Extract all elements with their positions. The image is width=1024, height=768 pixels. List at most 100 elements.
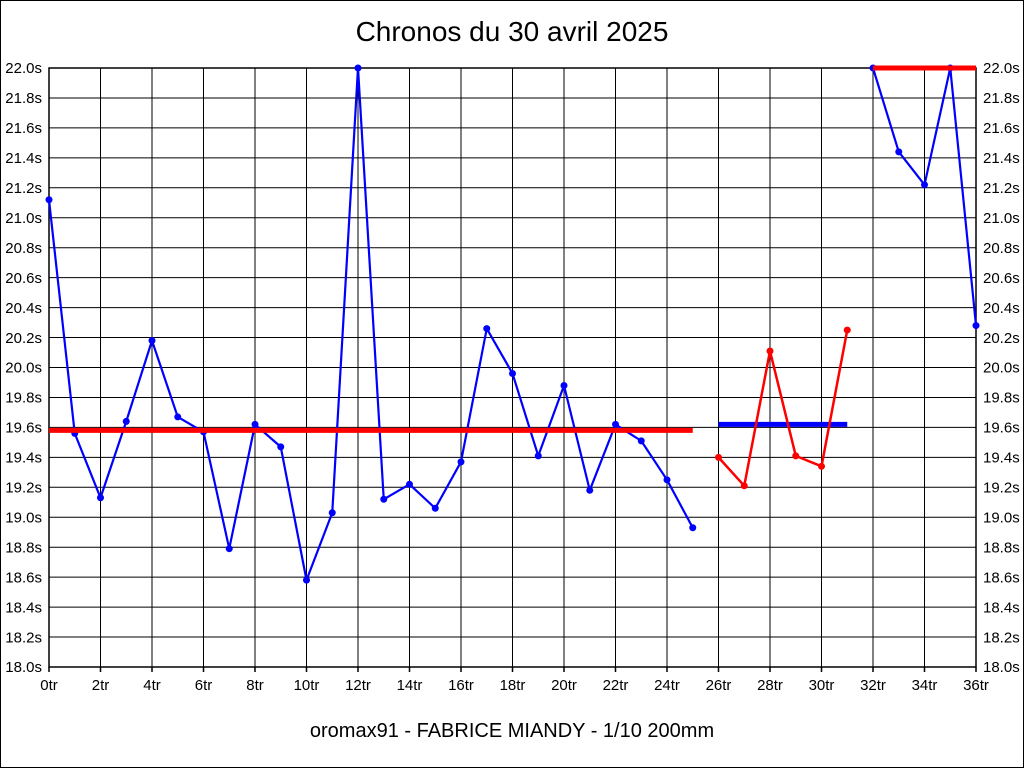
x-tick-label: 26tr	[706, 677, 732, 694]
chart-title: Chronos du 30 avril 2025	[355, 16, 669, 47]
chronos-blue-first-run-point	[225, 545, 233, 553]
chronos-blue-first-run-point	[689, 524, 697, 532]
y-tick-label-right: 19.4s	[983, 450, 1020, 467]
y-tick-label-right: 20.6s	[983, 270, 1020, 287]
chronos-blue-first-run-point	[534, 452, 542, 460]
chronos-red-run-point	[818, 462, 825, 470]
chronos-blue-first-run-point	[328, 509, 336, 517]
y-tick-label-left: 18.6s	[5, 569, 42, 586]
x-tick-label: 18tr	[500, 677, 526, 694]
y-tick-label-left: 19.4s	[5, 450, 42, 467]
x-tick-label: 32tr	[860, 677, 886, 694]
chronos-blue-first-run-point	[483, 325, 491, 333]
y-tick-label-left: 19.0s	[5, 509, 42, 526]
x-tick-label: 16tr	[448, 677, 474, 694]
y-tick-label-left: 18.2s	[5, 629, 42, 646]
y-tick-label-right: 20.8s	[983, 240, 1020, 257]
y-tick-label-right: 18.4s	[983, 599, 1020, 616]
chronos-blue-first-run-line	[47, 66, 694, 582]
chronos-blue-first-run-point	[509, 369, 516, 377]
chronos-blue-second-run-point	[895, 148, 903, 156]
x-tick-label: 20tr	[551, 677, 577, 694]
chart-footer: oromax91 - FABRICE MIANDY - 1/10 200mm	[309, 720, 715, 742]
chronos-blue-first-run-point	[174, 413, 182, 421]
y-tick-label-left: 18.0s	[5, 659, 42, 676]
chronos-blue-first-run-point	[97, 494, 104, 502]
x-tick-label: 36tr	[963, 677, 989, 694]
y-tick-label-right: 18.6s	[983, 569, 1020, 586]
x-tick-label: 24tr	[654, 677, 680, 694]
chronos-red-run-line	[717, 329, 849, 488]
x-tick-label: 10tr	[294, 677, 320, 694]
y-tick-label-right: 22.0s	[983, 60, 1020, 77]
y-tick-label-left: 20.6s	[5, 270, 42, 287]
y-tick-label-left: 20.2s	[5, 330, 42, 347]
chronos-blue-first-run-point	[457, 458, 465, 466]
y-tick-label-right: 18.0s	[983, 659, 1020, 676]
chronos-red-run-point	[766, 347, 774, 355]
y-tick-label-left: 20.0s	[5, 360, 42, 377]
y-tick-label-right: 18.8s	[983, 539, 1020, 556]
chronos-red-run-point	[740, 482, 748, 490]
y-tick-label-left: 19.2s	[5, 480, 42, 497]
y-tick-label-left: 18.8s	[5, 539, 42, 556]
chronos-blue-first-run-point	[637, 437, 645, 445]
y-tick-label-left: 21.0s	[5, 210, 42, 227]
chronos-blue-first-run-point	[431, 504, 439, 512]
y-tick-label-right: 20.2s	[983, 330, 1020, 347]
chronos-red-run-point	[715, 453, 722, 461]
chronos-blue-first-run-point	[303, 576, 310, 584]
chronos-blue-first-run-point	[122, 417, 130, 425]
chronos-blue-first-run-point	[354, 64, 362, 72]
y-tick-label-right: 19.0s	[983, 509, 1020, 526]
x-tick-label: 30tr	[809, 677, 835, 694]
y-tick-label-right: 19.2s	[983, 480, 1020, 497]
y-tick-label-left: 22.0s	[5, 60, 42, 77]
chronos-blue-first-run-point	[663, 476, 671, 484]
chronos-blue-first-run-point	[148, 337, 156, 345]
x-tick-label: 28tr	[757, 677, 783, 694]
x-tick-label: 34tr	[912, 677, 938, 694]
chronos-blue-first-run-point	[560, 381, 568, 389]
x-tick-label: 0tr	[40, 677, 58, 694]
y-tick-label-right: 20.4s	[983, 300, 1020, 317]
chronos-blue-first-run-point	[277, 443, 285, 451]
y-tick-label-right: 20.0s	[983, 360, 1020, 377]
x-tick-label: 2tr	[92, 677, 110, 694]
y-tick-label-left: 21.2s	[5, 180, 42, 197]
chronos-blue-second-run-point	[921, 181, 928, 189]
chronos-blue-first-run-point	[406, 480, 413, 488]
y-tick-label-right: 19.6s	[983, 420, 1020, 437]
chronos-blue-first-run-point	[586, 486, 594, 494]
chronos-blue-first-run-point	[45, 196, 53, 204]
y-tick-label-left: 21.4s	[5, 150, 42, 167]
y-tick-label-right: 18.2s	[983, 629, 1020, 646]
y-tick-label-left: 20.4s	[5, 300, 42, 317]
chronos-blue-first-run-point	[251, 420, 259, 428]
y-tick-label-right: 19.8s	[983, 390, 1020, 407]
y-tick-label-right: 21.4s	[983, 150, 1020, 167]
chronos-blue-first-run-point	[380, 495, 388, 503]
y-tick-label-right: 21.0s	[983, 210, 1020, 227]
y-tick-label-right: 21.2s	[983, 180, 1020, 197]
y-tick-label-left: 19.6s	[5, 420, 42, 437]
chronos-red-run-point	[843, 326, 851, 334]
x-tick-label: 4tr	[143, 677, 161, 694]
x-tick-label: 22tr	[603, 677, 629, 694]
x-tick-label: 12tr	[345, 677, 371, 694]
x-tick-label: 6tr	[195, 677, 213, 694]
chronos-red-run-point	[792, 452, 800, 460]
y-tick-label-left: 19.8s	[5, 390, 42, 407]
y-tick-label-right: 21.8s	[983, 90, 1020, 107]
chronos-blue-first-run-point	[612, 420, 619, 428]
y-tick-label-right: 21.6s	[983, 120, 1020, 137]
chronos-blue-second-run-point	[972, 322, 980, 330]
x-tick-label: 14tr	[397, 677, 423, 694]
y-tick-label-left: 21.8s	[5, 90, 42, 107]
y-tick-label-left: 18.4s	[5, 599, 42, 616]
x-tick-label: 8tr	[246, 677, 264, 694]
y-tick-label-left: 21.6s	[5, 120, 42, 137]
y-tick-label-left: 20.8s	[5, 240, 42, 257]
